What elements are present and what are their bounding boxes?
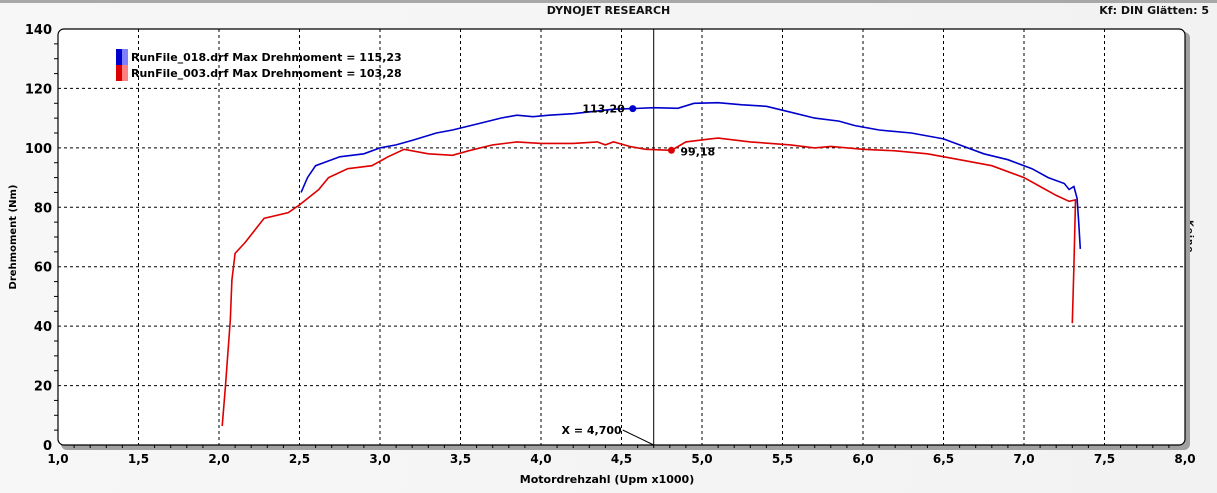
window-top-border (0, 0, 1217, 3)
legend-entry-1: RunFile_018.drf Max Drehmoment = 115,23 (131, 51, 402, 64)
x-tick-label: 1,0 (47, 452, 68, 466)
series-line-1 (300, 101, 1082, 249)
legend-swatch-light-1 (122, 49, 128, 65)
y-axis-label: Drehmoment (Nm) (8, 185, 19, 290)
x-tick-label: 7,0 (1013, 452, 1034, 466)
x-tick-label: 1,5 (128, 452, 149, 466)
cursor-leader (622, 429, 654, 446)
x-tick-label: 5,0 (691, 452, 712, 466)
y-tick-label: 120 (25, 82, 52, 97)
x-tick-label: 6,5 (933, 452, 954, 466)
legend-swatch-light-2 (122, 65, 128, 81)
chart-title: DYNOJET RESEARCH (546, 4, 671, 17)
y-tick-label: 20 (34, 380, 52, 395)
legend-swatch-2 (116, 65, 122, 81)
x-tick-label: 3,0 (369, 452, 390, 466)
y-tick-label: 40 (34, 320, 52, 335)
legend-entry-2: RunFile_003.drf Max Drehmoment = 103,28 (131, 67, 402, 80)
y-tick-label: 140 (25, 23, 52, 38)
x-tick-label: 7,5 (1094, 452, 1115, 466)
series-marker-1 (629, 105, 637, 113)
x-tick-label: 3,5 (450, 452, 471, 466)
x-tick-label: 8,0 (1174, 452, 1195, 466)
cursor-label: X = 4,700 (562, 424, 622, 437)
x-tick-label: 5,5 (772, 452, 793, 466)
legend-swatch-1 (116, 49, 122, 65)
x-tick-label: 6,0 (852, 452, 873, 466)
marker-value-label: 99,18 (680, 145, 715, 158)
x-tick-label: 4,0 (530, 452, 551, 466)
x-tick-label: 2,0 (208, 452, 229, 466)
x-axis-label: Motordrehzahl (Upm x1000) (520, 473, 694, 486)
x-tick-label: 4,5 (611, 452, 632, 466)
y-tick-label: 60 (34, 261, 52, 276)
series-marker-2 (667, 146, 675, 154)
x-tick-label: 2,5 (289, 452, 310, 466)
marker-value-label: 113,20 (582, 103, 625, 116)
y-tick-label: 0 (43, 439, 52, 454)
series-line-2 (221, 137, 1077, 427)
y-tick-label: 100 (25, 142, 52, 157)
y-tick-label: 80 (34, 201, 52, 216)
settings-label: Kf: DIN Glätten: 5 (1099, 4, 1209, 17)
